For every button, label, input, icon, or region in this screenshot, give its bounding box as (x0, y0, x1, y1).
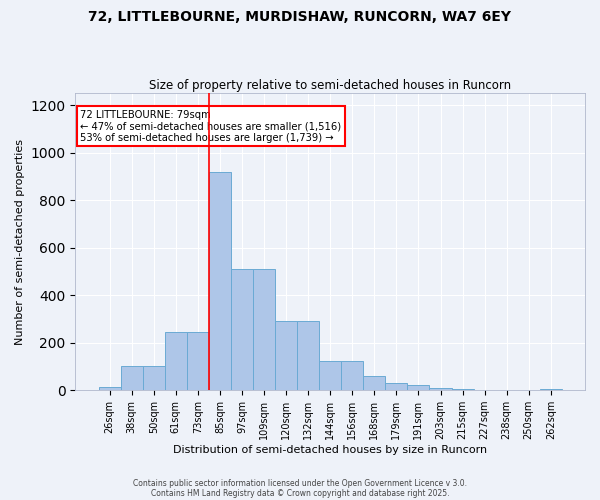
Bar (98, 386, 121, 390)
Bar (407, 386, 430, 390)
Bar (363, 376, 385, 390)
Bar (341, 360, 363, 390)
Bar (319, 360, 341, 390)
Bar (297, 322, 319, 390)
Bar (430, 388, 452, 390)
Text: 72, LITTLEBOURNE, MURDISHAW, RUNCORN, WA7 6EY: 72, LITTLEBOURNE, MURDISHAW, RUNCORN, WA… (89, 10, 511, 24)
Text: Contains HM Land Registry data © Crown copyright and database right 2025.: Contains HM Land Registry data © Crown c… (151, 488, 449, 498)
Bar (540, 389, 562, 390)
Bar (143, 366, 165, 390)
Bar (209, 172, 231, 390)
Text: Contains public sector information licensed under the Open Government Licence v : Contains public sector information licen… (133, 478, 467, 488)
Text: 72 LITTLEBOURNE: 79sqm
← 47% of semi-detached houses are smaller (1,516)
53% of : 72 LITTLEBOURNE: 79sqm ← 47% of semi-det… (80, 110, 341, 142)
Title: Size of property relative to semi-detached houses in Runcorn: Size of property relative to semi-detach… (149, 79, 511, 92)
Bar (231, 269, 253, 390)
Bar (385, 383, 407, 390)
Bar (452, 389, 473, 390)
Bar (253, 269, 275, 390)
Bar (187, 332, 209, 390)
Bar (275, 322, 297, 390)
Bar (121, 366, 143, 390)
Y-axis label: Number of semi-detached properties: Number of semi-detached properties (15, 138, 25, 344)
X-axis label: Distribution of semi-detached houses by size in Runcorn: Distribution of semi-detached houses by … (173, 445, 487, 455)
Bar (165, 332, 187, 390)
